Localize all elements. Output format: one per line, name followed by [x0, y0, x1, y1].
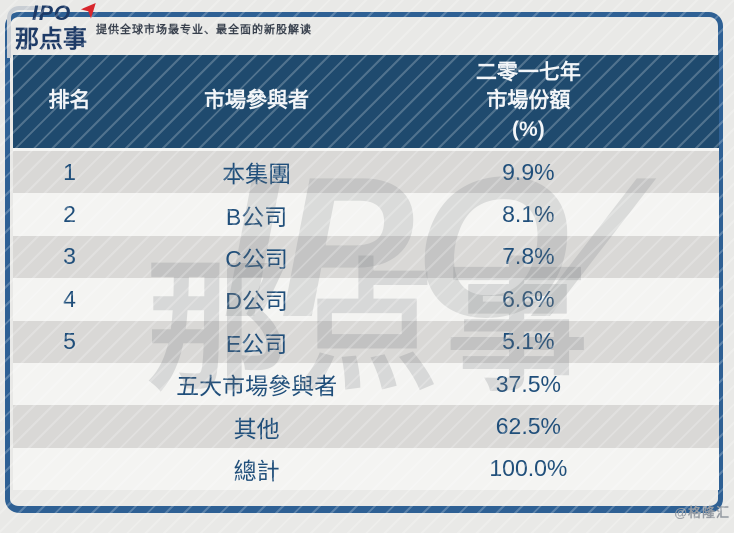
- header-body-separator: [13, 148, 719, 151]
- cell-participant: D公司: [225, 288, 288, 315]
- cell-share: 7.8%: [502, 243, 555, 270]
- cell-participant: 其他: [233, 415, 280, 442]
- watermark-gelonghui: @格隆汇: [674, 505, 730, 520]
- cell-participant: 本集團: [222, 161, 292, 188]
- table-row: 其他 62.5%: [13, 405, 719, 448]
- brand-tagline: 提供全球市场最专业、最全面的新股解读: [96, 24, 312, 36]
- cell-participant: B公司: [225, 203, 288, 230]
- header-share-line1: 二零一七年: [475, 60, 581, 84]
- table-row: 5 E公司 5.1%: [13, 320, 719, 363]
- header-share: 二零一七年 市場份額 (%): [387, 59, 669, 144]
- cell-share: 6.6%: [502, 285, 555, 312]
- content-frame-border: [5, 12, 723, 513]
- cell-share: 8.1%: [502, 201, 555, 228]
- cell-rank: 3: [63, 243, 76, 270]
- brand-logo: IPO ➤ 那点事: [12, 0, 116, 53]
- cell-rank: 2: [63, 201, 76, 228]
- cell-participant: C公司: [225, 245, 288, 272]
- cell-rank: 1: [63, 158, 76, 185]
- table-header-row: 排名 市場參與者 二零一七年 市場份額 (%): [13, 55, 719, 148]
- table-body: 1 本集團 9.9% 2 B公司 8.1% 3 C公司 7.8% 4 D公司 6.6% 5 E公司 5.1%…: [13, 151, 719, 491]
- cell-share: 37.5%: [495, 370, 561, 397]
- market-share-table: 排名 市場參與者 二零一七年 市場份額 (%) 1 本集團 9.9% 2 B公司 8.1%…: [13, 55, 719, 491]
- table-row: 1 本集團 9.9%: [13, 151, 719, 194]
- logo-ipo-text: IPO: [32, 2, 72, 25]
- logo-nadianshi-text: 那点事: [15, 26, 87, 53]
- cell-participant: E公司: [225, 330, 288, 357]
- header-share-line2: 市場份額: [486, 89, 571, 113]
- header-participant: 市場參與者: [204, 89, 310, 113]
- table-row: 總計 100.0%: [13, 447, 719, 491]
- cell-participant: 五大市場參與者: [176, 373, 338, 400]
- table-row: 3 C公司 7.8%: [13, 235, 719, 279]
- table-row: 五大市場參與者 37.5%: [13, 362, 719, 406]
- cell-participant: 總計: [233, 457, 280, 484]
- table-row: 4 D公司 6.6%: [13, 278, 719, 321]
- header-share-line3: (%): [512, 117, 545, 141]
- cell-share: 100.0%: [489, 455, 568, 482]
- cell-rank: 5: [63, 328, 76, 355]
- table-row: 2 B公司 8.1%: [13, 193, 719, 236]
- cell-rank: 4: [63, 285, 76, 312]
- header-rank: 排名: [48, 89, 91, 113]
- cell-share: 9.9%: [502, 158, 555, 185]
- logo-corner-bracket: [7, 6, 41, 58]
- cell-share: 62.5%: [495, 413, 561, 440]
- cell-share: 5.1%: [502, 328, 555, 355]
